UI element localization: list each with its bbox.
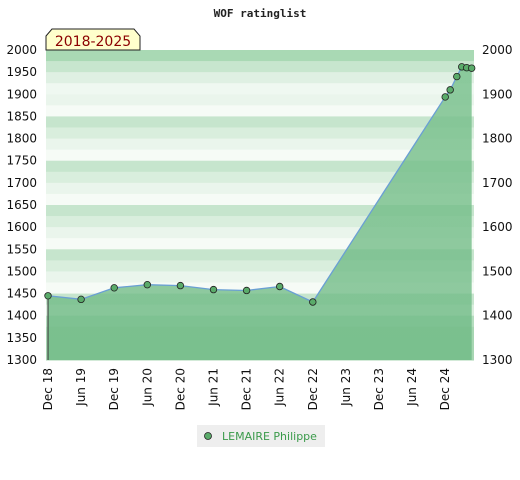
x-tick-label: Jun 22 <box>273 368 287 407</box>
background-band <box>46 205 474 217</box>
legend-marker <box>204 432 212 440</box>
right-y-tick-label: 1900 <box>482 87 513 101</box>
data-point <box>209 285 218 294</box>
legend: LEMAIRE Philippe <box>197 425 325 447</box>
year-range-badge: 2018-2025 <box>45 28 141 51</box>
right-y-tick-label: 1400 <box>482 309 513 323</box>
background-band <box>46 271 474 283</box>
left-y-axis: 1300 1350 1400 1450 1500 1550 1600 1650 1700 1750… <box>6 43 37 367</box>
right-y-tick-label: 1300 <box>482 353 513 367</box>
background-band <box>46 238 474 250</box>
data-point <box>453 72 461 81</box>
data-point <box>441 93 449 101</box>
data-point <box>176 281 185 290</box>
background-band <box>46 50 474 62</box>
x-tick-label: Jun 24 <box>405 368 419 407</box>
x-axis: Dec 18 Jun 19 Dec 19 Jun 20 Dec 20 Jun 21 Dec … <box>41 368 452 410</box>
x-tick-label: Jun 19 <box>74 368 88 407</box>
background-band <box>46 105 474 117</box>
y-tick-label: 2000 <box>6 43 37 57</box>
x-tick-label: Dec 18 <box>41 368 55 410</box>
data-point <box>143 281 151 289</box>
right-y-tick-label: 1800 <box>482 132 513 146</box>
data-point <box>276 282 284 291</box>
legend-series-name: LEMAIRE Philippe <box>222 430 317 443</box>
data-point <box>77 295 85 304</box>
data-point <box>44 292 52 300</box>
right-y-tick-label: 2000 <box>482 43 513 57</box>
y-tick-label: 1900 <box>6 87 37 101</box>
right-y-tick-label: 1600 <box>482 220 513 234</box>
background-band <box>46 249 474 261</box>
y-tick-label: 1600 <box>6 220 37 234</box>
y-tick-label: 1700 <box>6 176 37 190</box>
data-point <box>242 286 251 295</box>
x-tick-label: Jun 21 <box>207 368 221 407</box>
data-point <box>446 86 454 94</box>
y-tick-label: 1850 <box>6 109 37 123</box>
y-tick-label: 1450 <box>6 287 37 301</box>
x-tick-label: Dec 23 <box>372 368 386 410</box>
y-tick-label: 1750 <box>6 154 37 168</box>
y-tick-label: 1300 <box>6 353 37 367</box>
background-band <box>46 160 474 173</box>
series-area <box>48 66 472 360</box>
background-band <box>46 216 474 228</box>
y-tick-label: 1400 <box>6 309 37 323</box>
y-tick-label: 1800 <box>6 132 37 146</box>
background-band <box>46 127 474 140</box>
y-tick-label: 1350 <box>6 331 37 345</box>
x-tick-label: Dec 24 <box>438 368 452 410</box>
y-tick-label: 1650 <box>6 198 37 212</box>
x-tick-label: Dec 19 <box>107 368 121 410</box>
x-tick-label: Dec 22 <box>306 368 320 410</box>
background-band <box>46 149 474 162</box>
right-y-tick-label: 1700 <box>482 176 513 190</box>
badge-label: 2018-2025 <box>55 34 131 50</box>
y-tick-label: 1550 <box>6 242 37 256</box>
badge-shape <box>45 28 141 51</box>
background-band <box>46 182 474 195</box>
data-point <box>467 64 476 72</box>
background-band <box>46 138 474 151</box>
y-tick-label: 1500 <box>6 264 37 278</box>
background-band <box>46 260 474 272</box>
area-layer <box>44 63 476 360</box>
data-point <box>110 284 118 292</box>
x-tick-label: Jun 20 <box>140 368 154 407</box>
right-y-tick-label: 1500 <box>482 264 513 278</box>
background-band <box>46 83 474 95</box>
background-band <box>46 61 474 73</box>
background-band <box>46 94 474 106</box>
y-tick-label: 1950 <box>6 65 37 79</box>
data-point <box>309 298 317 306</box>
background-band <box>46 193 474 206</box>
legend-box <box>197 425 325 447</box>
x-tick-label: Dec 21 <box>240 368 254 410</box>
background-band <box>46 227 474 239</box>
chart-title: WOF ratinglist <box>214 7 307 20</box>
background-band <box>46 72 474 84</box>
background-band <box>46 116 474 128</box>
x-tick-label: Dec 20 <box>173 368 187 410</box>
right-y-axis: 1300 1400 1500 1600 1700 1800 1900 2000 <box>482 43 513 367</box>
background-band <box>46 171 474 184</box>
x-tick-label: Jun 23 <box>339 368 353 407</box>
